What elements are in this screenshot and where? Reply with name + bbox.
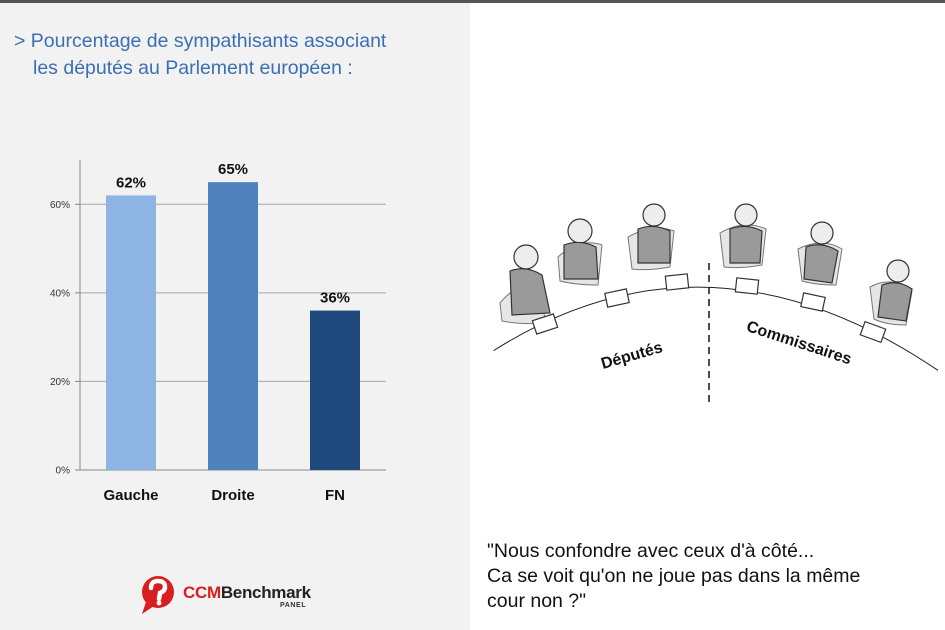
- cartoon-illustration: Députés Commissaires: [488, 203, 938, 410]
- bar-fn: [310, 310, 360, 470]
- y-tick-label: 20%: [50, 377, 70, 388]
- logo-wordmark: CCMBenchmark: [183, 583, 311, 603]
- data-label: 36%: [320, 290, 350, 307]
- cartoon-people: [509, 203, 913, 322]
- cartoon-caption: "Nous confondre avec ceux d'à côté... Ca…: [487, 539, 927, 614]
- category-label: FN: [325, 487, 345, 504]
- ccm-benchmark-logo: CCMBenchmark PANEL: [140, 574, 340, 618]
- y-tick-label: 40%: [50, 288, 70, 299]
- caption-line-1: "Nous confondre avec ceux d'à côté...: [487, 540, 815, 562]
- table-surface: [488, 287, 938, 410]
- logo-question-mark-icon: [142, 576, 174, 614]
- category-label: Droite: [211, 487, 254, 504]
- data-label: 65%: [218, 161, 248, 178]
- bar-droite: [208, 182, 258, 470]
- data-label: 62%: [116, 174, 146, 191]
- logo-brand: Benchmark: [220, 583, 311, 602]
- caption-line-2: Ca se voit qu'on ne joue pas dans la mêm…: [487, 565, 861, 587]
- chart-title: > Pourcentage de sympathisants associant…: [14, 28, 454, 82]
- logo-subtitle: PANEL: [280, 602, 307, 609]
- category-label: Gauche: [103, 487, 158, 504]
- y-tick-label: 60%: [50, 200, 70, 211]
- logo-ccm: CCM: [183, 583, 221, 602]
- chart-title-line-2: les députés au Parlement européen :: [33, 57, 353, 79]
- cartoon-papers: [531, 273, 887, 344]
- bar-chart: 0% 20% 40% 60% 62% Gauche 65% Droite 36% FN: [50, 160, 386, 504]
- y-tick-label: 0%: [56, 466, 71, 477]
- bar-gauche: [106, 195, 156, 470]
- top-border: [0, 0, 945, 3]
- chart-title-line-1: > Pourcentage de sympathisants associant: [14, 30, 387, 52]
- caption-line-3: cour non ?": [487, 590, 587, 612]
